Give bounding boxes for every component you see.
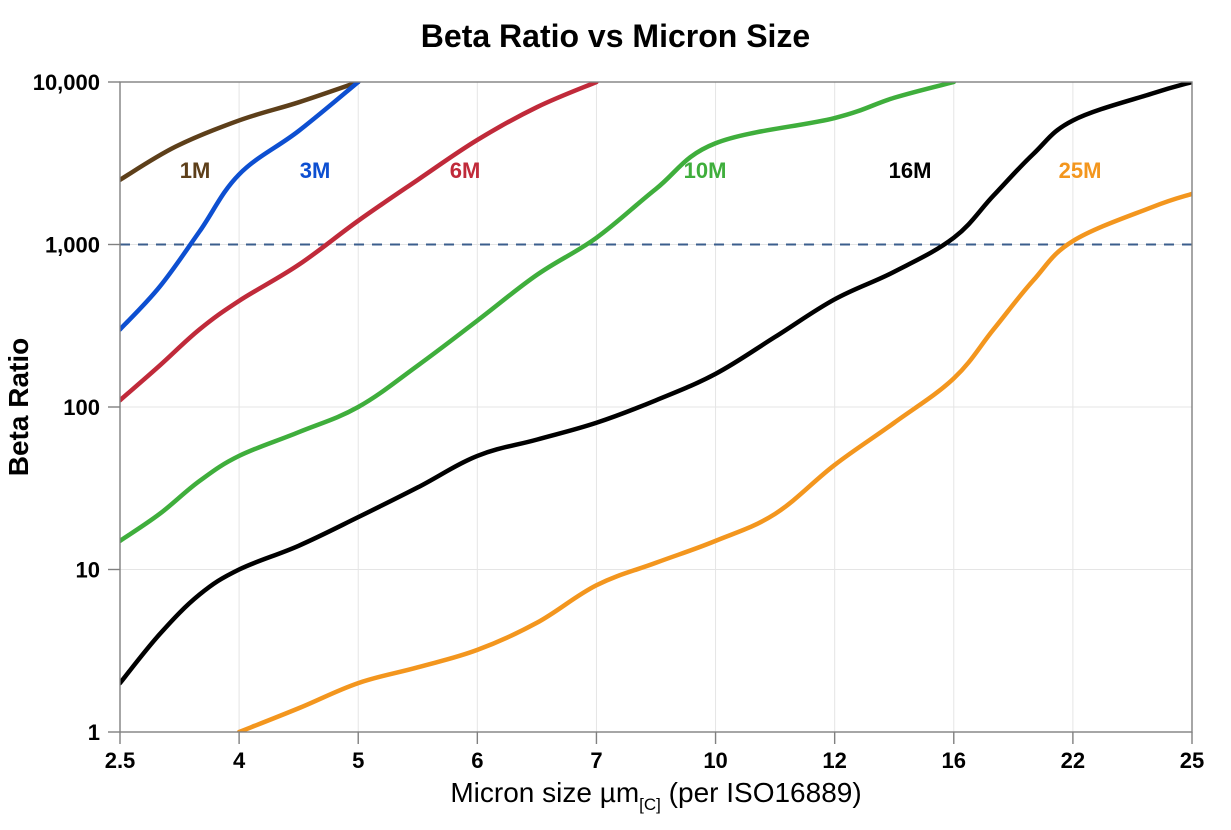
- series-label-25M: 25M: [1059, 158, 1102, 183]
- x-tick-label: 7: [590, 748, 602, 773]
- x-tick-label: 16: [942, 748, 966, 773]
- y-tick-label: 10: [76, 558, 100, 583]
- x-tick-label: 10: [703, 748, 727, 773]
- series-label-10M: 10M: [684, 158, 727, 183]
- series-label-3M: 3M: [300, 158, 331, 183]
- x-tick-label: 25: [1180, 748, 1204, 773]
- series-label-6M: 6M: [450, 158, 481, 183]
- y-tick-label: 100: [63, 395, 100, 420]
- y-tick-label: 1,000: [45, 233, 100, 258]
- y-tick-label: 10,000: [33, 70, 100, 95]
- x-axis-label: Micron size µm[C] (per ISO16889): [450, 777, 861, 814]
- x-tick-label: 6: [471, 748, 483, 773]
- y-axis-label: Beta Ratio: [3, 338, 34, 476]
- x-tick-label: 12: [822, 748, 846, 773]
- series-label-1M: 1M: [180, 158, 211, 183]
- y-tick-label: 1: [88, 720, 100, 745]
- x-tick-label: 2.5: [105, 748, 136, 773]
- chart-svg: 2.5456710121622251101001,00010,000Beta R…: [0, 0, 1231, 830]
- x-tick-label: 22: [1061, 748, 1085, 773]
- series-label-16M: 16M: [889, 158, 932, 183]
- x-tick-label: 4: [233, 748, 246, 773]
- x-tick-label: 5: [352, 748, 364, 773]
- chart-container: Beta Ratio vs Micron Size 2.545671012162…: [0, 0, 1231, 830]
